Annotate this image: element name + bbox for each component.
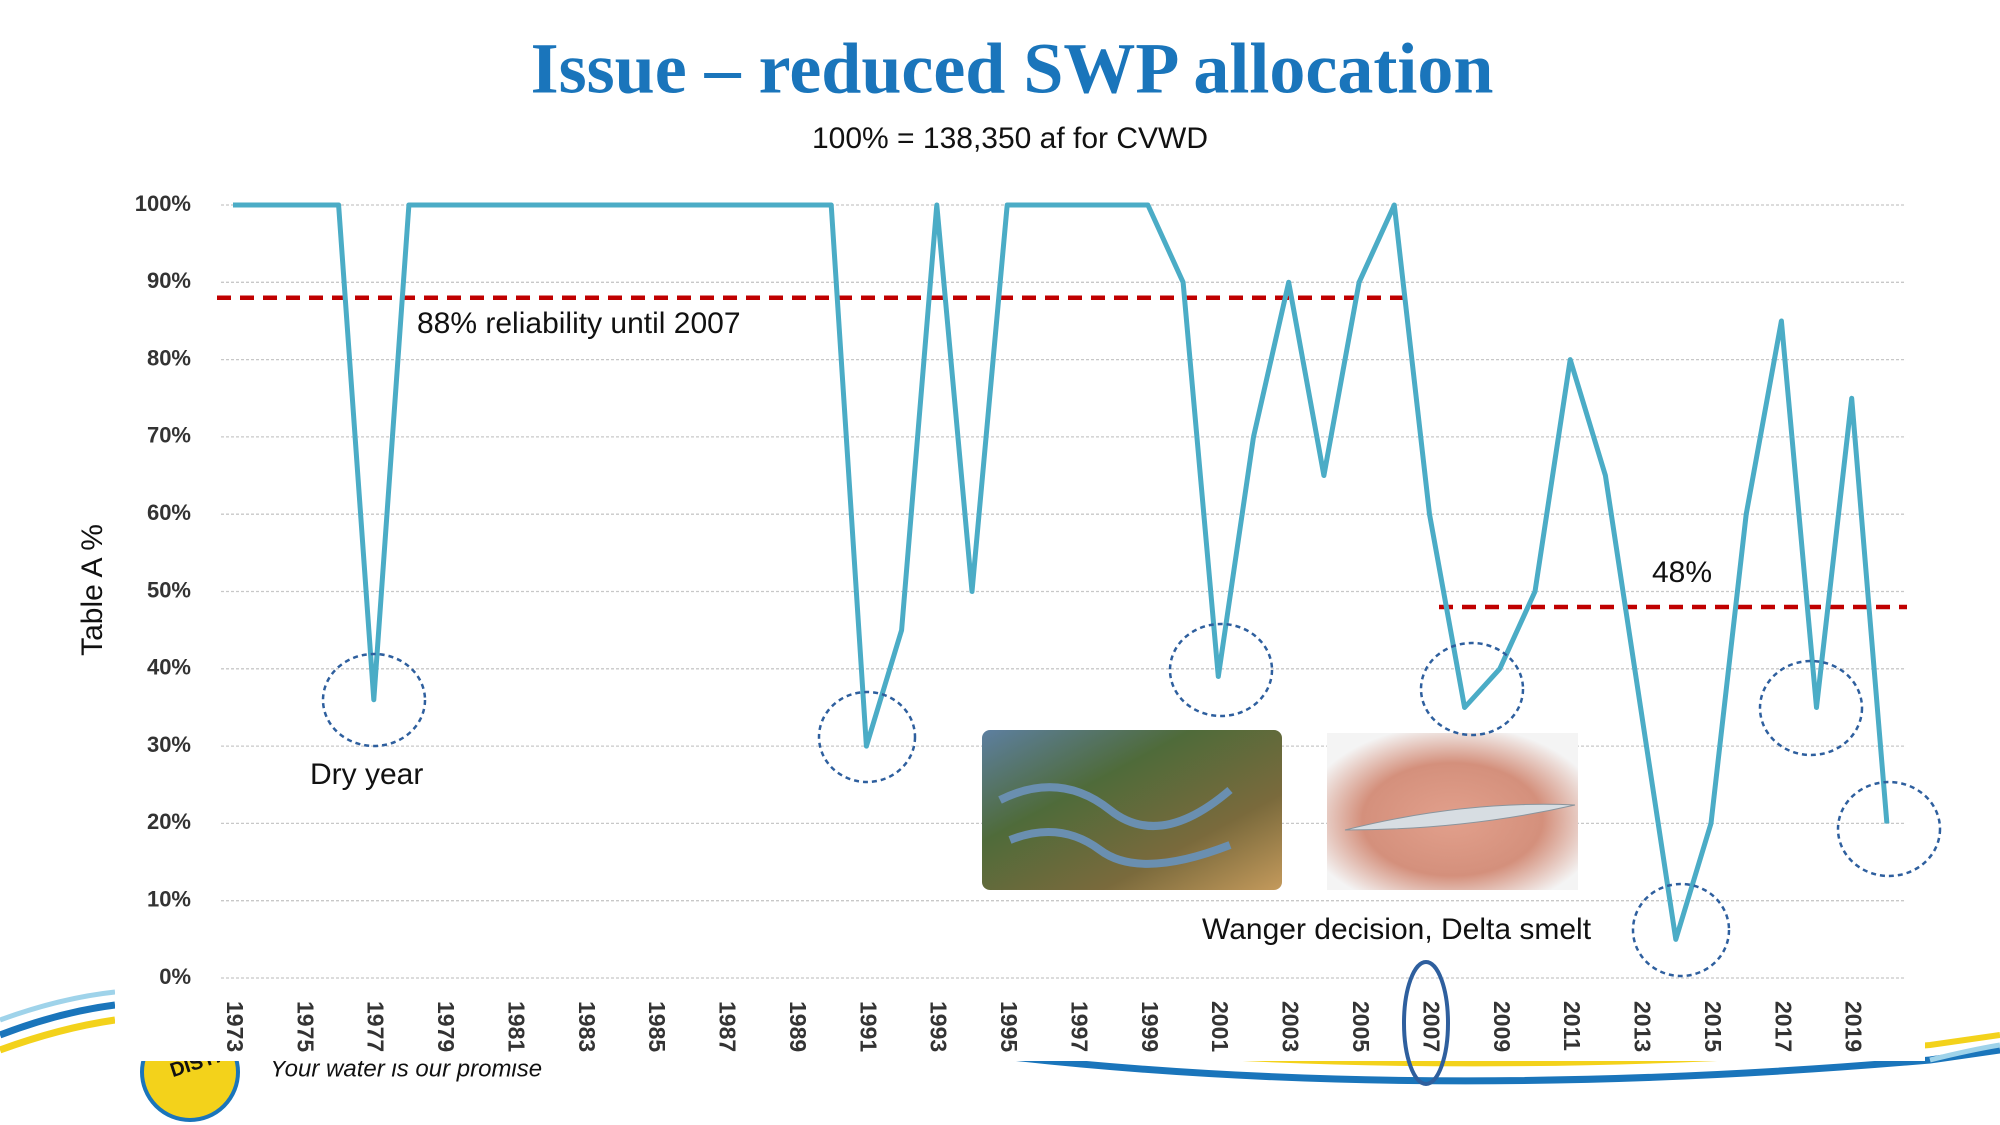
x-tick-label: 2003 [1278, 1001, 1304, 1052]
x-tick-label: 1981 [503, 1001, 529, 1052]
reference-label: 48% [1652, 556, 1712, 589]
x-tick-label: 1997 [1066, 1001, 1092, 1052]
x-tick-label: 1999 [1137, 1001, 1163, 1052]
y-tick-label: 80% [147, 345, 191, 370]
annotation: Dry year [310, 758, 423, 791]
x-tick-label: 1983 [574, 1001, 600, 1052]
x-tick-label: 2001 [1207, 1001, 1233, 1052]
y-tick-label: 100% [135, 191, 191, 216]
y-tick-label: 0% [159, 964, 191, 989]
photo-smelt-fish [1344, 803, 1576, 831]
x-tick-label: 1985 [644, 1001, 670, 1052]
y-tick-label: 60% [147, 500, 191, 525]
data-line [233, 202, 1890, 942]
x-tick-label: 2011 [1559, 1001, 1585, 1051]
plot: 88% reliability until 2007 48% [217, 202, 1907, 942]
plot-backdrop [115, 985, 1925, 1061]
x-tick-label: 2017 [1770, 1001, 1796, 1052]
x-tick-label: 2009 [1489, 1001, 1515, 1052]
x-tick-label: 2007 [1418, 1001, 1444, 1052]
x-tick-label: 1977 [363, 1001, 389, 1052]
y-tick-label: 40% [147, 655, 191, 680]
annotation: Wanger decision, Delta smelt [1202, 913, 1592, 946]
x-tick-label: 1991 [855, 1001, 881, 1052]
x-tick-label: 1973 [222, 1001, 248, 1052]
x-tick-label: 1987 [715, 1001, 741, 1052]
reference-label: 88% reliability until 2007 [417, 307, 741, 340]
x-tick-label: 1975 [292, 1001, 318, 1052]
highlights [321, 622, 1942, 1086]
y-tick-label: 30% [147, 732, 191, 757]
x-tick-label: 2005 [1348, 1001, 1374, 1052]
x-tick-label: 2013 [1630, 1001, 1656, 1052]
chart-title: Issue – reduced SWP allocation [531, 29, 1494, 109]
photo-delta-detail [998, 783, 1233, 868]
x-tick-label: 2015 [1700, 1001, 1726, 1052]
y-tick-label: 20% [147, 809, 191, 834]
x-tick-label: 2019 [1841, 1001, 1867, 1052]
y-axis-label: Table A % [76, 524, 109, 656]
y-tick-label: 70% [147, 423, 191, 448]
y-tick-label: 50% [147, 577, 191, 602]
chart-subtitle: 100% = 138,350 af for CVWD [812, 122, 1208, 155]
x-tick-label: 1995 [996, 1001, 1022, 1052]
y-tick-label: 10% [147, 887, 191, 912]
x-tick-label: 1989 [785, 1001, 811, 1052]
y-tick-label: 90% [147, 268, 191, 293]
x-tick-label: 1979 [433, 1001, 459, 1052]
x-tick-label: 1993 [926, 1001, 952, 1052]
